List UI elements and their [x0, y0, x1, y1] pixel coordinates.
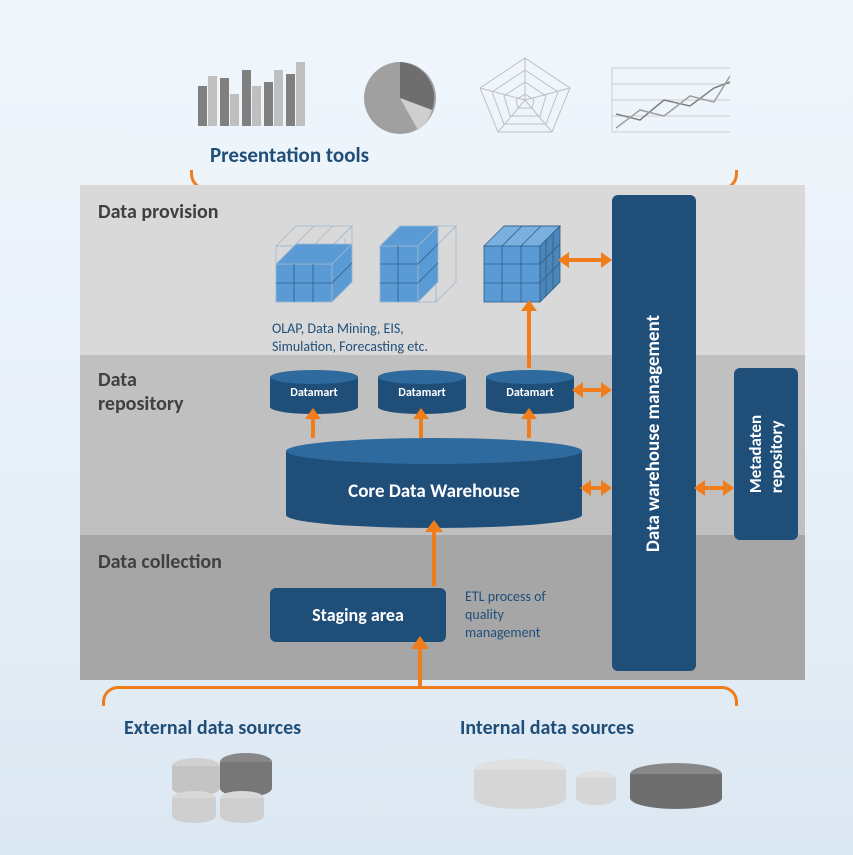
pie-chart-icon	[360, 58, 440, 138]
bar-chart-icon	[192, 56, 322, 136]
external-sources-label: External data sources	[124, 716, 301, 740]
label-provision: Data provision	[98, 200, 218, 224]
provision-caption: OLAP, Data Mining, EIS, Simulation, Fore…	[272, 320, 428, 356]
presentation-title: Presentation tools	[210, 142, 369, 168]
staging-area-box: Staging area	[270, 588, 446, 642]
sources-bracket	[102, 686, 738, 706]
internal-sources-label: Internal data sources	[460, 716, 634, 740]
line-chart-icon	[604, 58, 734, 138]
dw-management-box: Data warehouse management	[612, 195, 696, 671]
external-sources-icon	[166, 748, 296, 828]
metadata-repository-box: Metadaten repository	[734, 368, 798, 540]
internal-sources-icon	[470, 752, 730, 822]
label-collection: Data collection	[98, 550, 222, 574]
radar-chart-icon	[470, 52, 580, 142]
core-data-warehouse: Core Data Warehouse	[286, 438, 582, 528]
label-repository: Data repository	[98, 368, 184, 416]
etl-caption: ETL process of quality management	[465, 588, 546, 643]
arrow-staging-core	[432, 530, 436, 586]
